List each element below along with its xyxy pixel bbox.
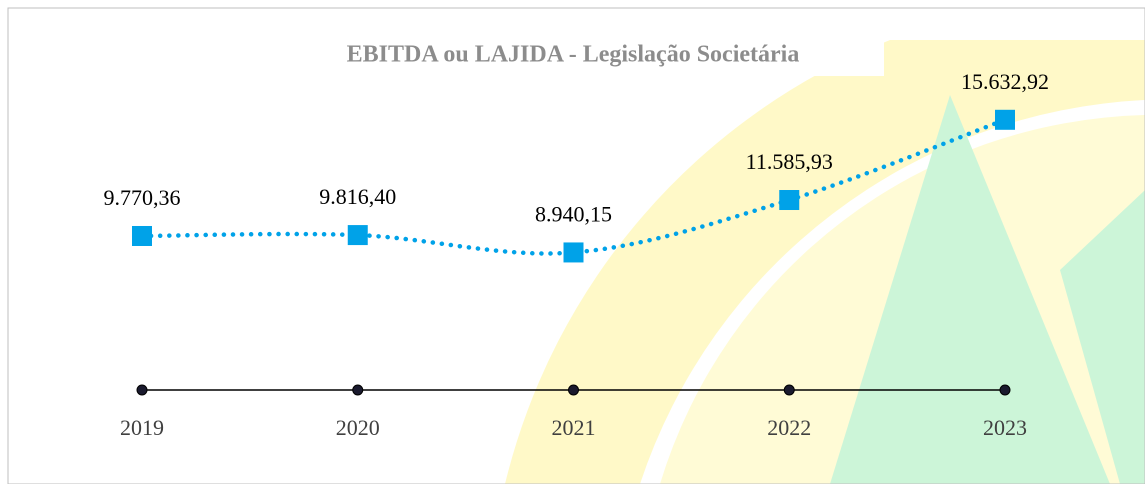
chart-title: EBITDA ou LAJIDA - Legislação Societária: [347, 42, 800, 68]
marker: [779, 190, 800, 211]
line: [139, 117, 1008, 256]
x-tick-label: 2020: [336, 415, 380, 440]
marker: [995, 109, 1015, 130]
title-background: [272, 36, 884, 76]
x-tick-label: 2022: [767, 415, 811, 440]
x-tick-label: 2023: [983, 415, 1027, 440]
data-label: 9.770,36: [104, 185, 181, 210]
watermark: [505, 40, 1145, 484]
x-tick-label: 2019: [120, 415, 164, 440]
x-tick-mark: [352, 384, 364, 396]
x-tick-label: 2021: [552, 415, 596, 440]
data-label: 8.940,15: [535, 201, 612, 226]
x-tick-mark: [999, 384, 1011, 396]
data-label: 9.816,40: [319, 184, 396, 209]
x-tick-mark: [783, 384, 795, 396]
x-tick-mark: [136, 384, 148, 396]
data-label: 11.585,93: [746, 149, 833, 174]
marker: [347, 225, 368, 246]
chart-border: [7, 7, 1145, 484]
marker: [132, 225, 152, 246]
x-tick-mark: [568, 384, 579, 396]
marker: [563, 242, 584, 263]
data-label: 15.632,92: [961, 69, 1049, 94]
